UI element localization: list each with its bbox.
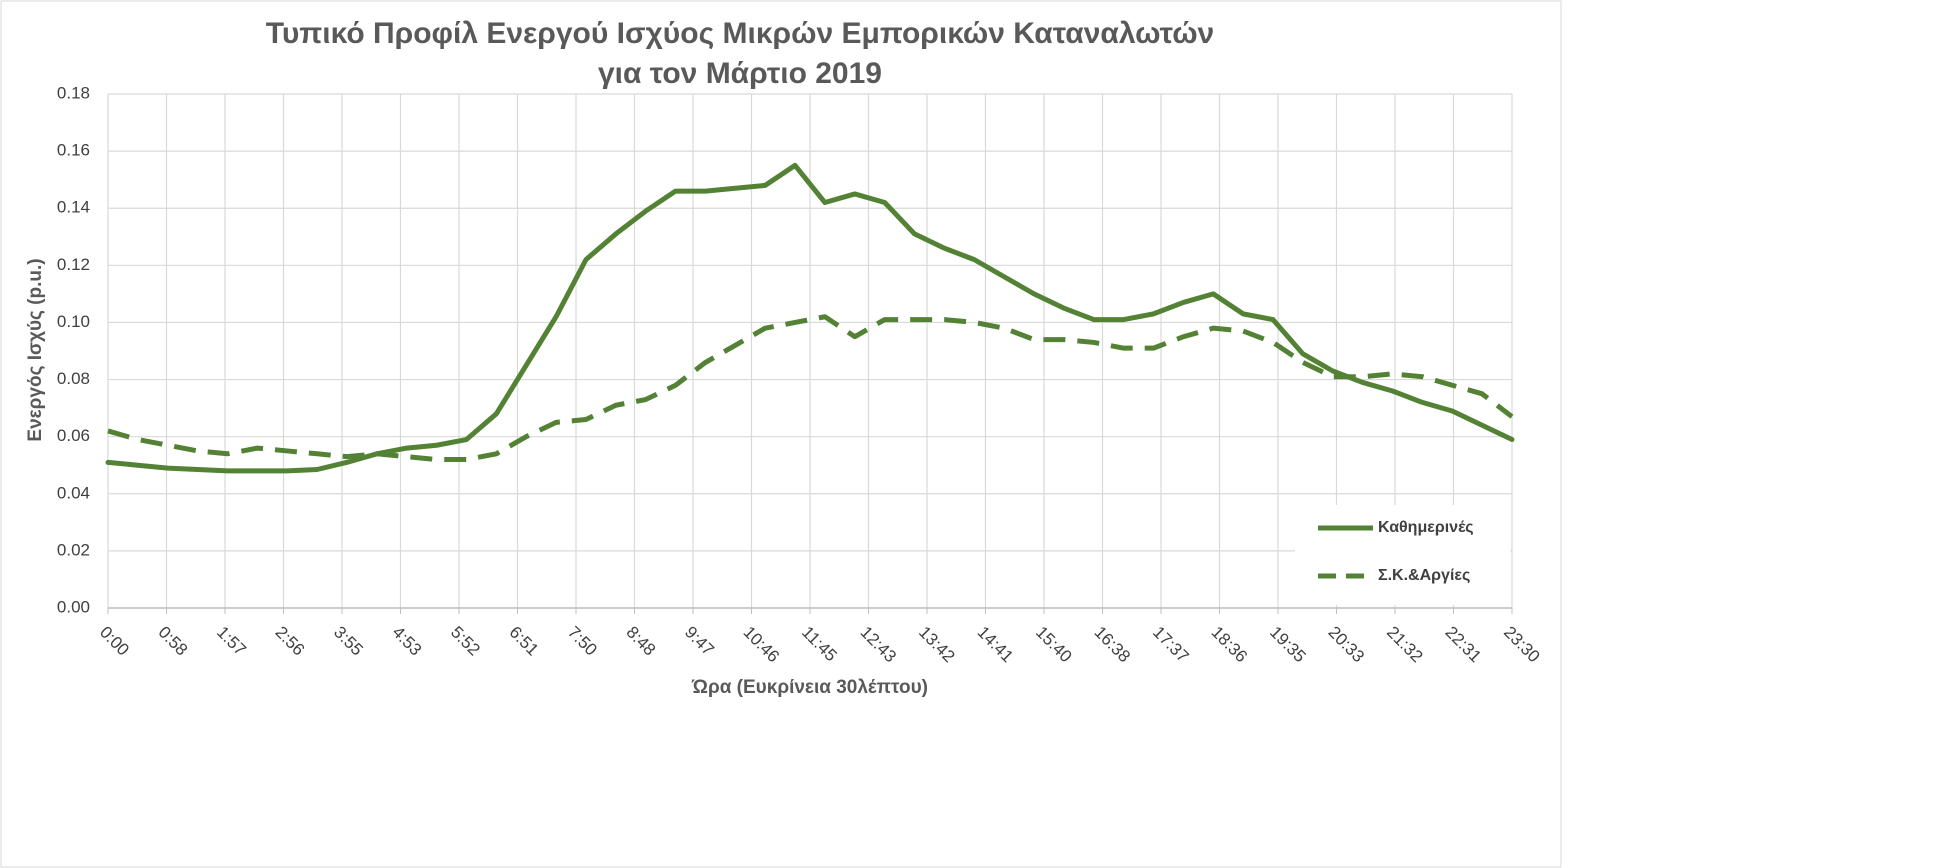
series-line xyxy=(107,314,1514,463)
legend: Καθημερινές Σ.Κ.&Αργίες xyxy=(1295,505,1510,605)
legend-label: Σ.Κ.&Αργίες xyxy=(1378,567,1470,584)
x-tick-label: 7:50 xyxy=(564,623,601,660)
x-tick-label: 0:00 xyxy=(96,623,133,660)
x-tick-label: 23:30 xyxy=(1500,623,1544,667)
x-tick-label: 11:45 xyxy=(798,623,841,666)
y-tick-label: 0.12 xyxy=(57,255,90,274)
legend-label: Καθημερινές xyxy=(1378,519,1474,536)
x-tick-label: 9:47 xyxy=(681,623,718,660)
x-tick-label: 14:41 xyxy=(974,623,1018,667)
x-tick-label: 12:43 xyxy=(857,623,901,667)
x-tick-label: 6:51 xyxy=(506,623,543,660)
x-tick-label: 21:32 xyxy=(1383,623,1427,667)
x-tick-label: 1:57 xyxy=(213,623,250,660)
chart-title: Τυπικό Προφίλ Ενεργού Ισχύος Μικρών Εμπο… xyxy=(265,17,1215,90)
x-tick-label: 16:38 xyxy=(1091,623,1135,667)
x-tick-label: 8:48 xyxy=(623,623,660,660)
legend-box xyxy=(1295,505,1510,605)
x-tick-label: 0:58 xyxy=(155,623,192,660)
x-tick-label: 19:35 xyxy=(1266,623,1310,667)
y-tick-label: 0.16 xyxy=(57,141,90,160)
x-tick-label: 10:46 xyxy=(740,623,784,667)
x-tick-label: 20:33 xyxy=(1325,623,1369,667)
y-tick-label: 0.04 xyxy=(57,483,90,502)
y-tick-label: 0.18 xyxy=(57,83,90,102)
y-tick-label: 0.06 xyxy=(57,426,90,445)
frame xyxy=(0,0,1562,868)
y-tick-label: 0.02 xyxy=(57,540,90,559)
x-axis-title: Ώρα (Ευκρίνεια 30λέπτου) xyxy=(691,677,928,698)
y-tick-label: 0.10 xyxy=(57,312,90,331)
y-tick-label: 0.08 xyxy=(57,369,90,388)
x-tick-label: 2:56 xyxy=(272,623,309,660)
y-tick-label: 0.00 xyxy=(57,597,90,616)
y-tick-label: 0.14 xyxy=(57,198,90,217)
x-tick-label: 18:36 xyxy=(1208,623,1252,667)
x-tick-label: 5:52 xyxy=(447,623,484,660)
x-tick-label: 15:40 xyxy=(1032,623,1076,667)
y-axis-title: Ενεργός Ισχύς (p.u.) xyxy=(25,258,46,441)
x-tick-label: 17:37 xyxy=(1149,623,1193,667)
x-tick-label: 4:53 xyxy=(389,623,426,660)
series-line xyxy=(105,162,1515,474)
x-tick-label: 3:55 xyxy=(330,623,367,660)
x-tick-label: 13:42 xyxy=(915,623,959,667)
x-tick-label: 22:31 xyxy=(1442,623,1486,667)
